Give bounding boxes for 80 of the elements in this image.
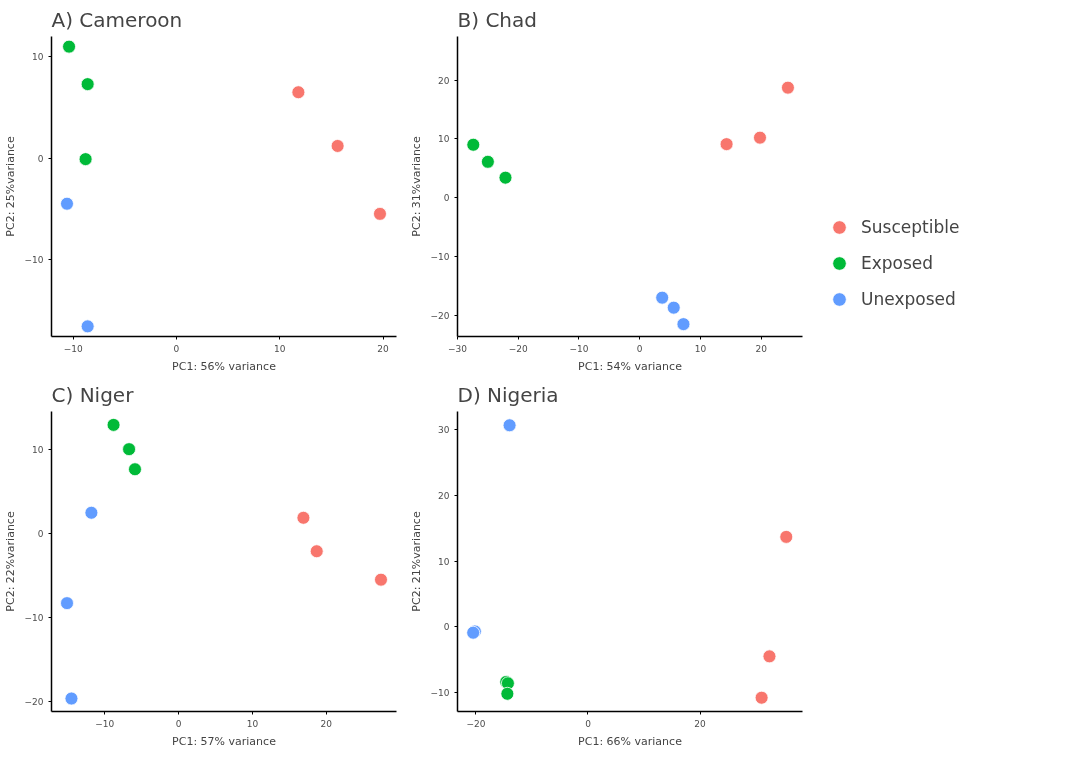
y-axis-title: PC2: 21%variance [409, 511, 423, 612]
x-tick-label: 20 [755, 343, 768, 354]
point [502, 418, 517, 433]
x-tick-label: 20 [694, 718, 707, 729]
x-axis-title: PC1: 57% variance [172, 734, 277, 748]
point [60, 196, 74, 211]
point [128, 462, 142, 477]
point [781, 80, 795, 95]
y-tick-label: −10 [430, 252, 450, 262]
y-tick-label: 0 [37, 153, 44, 164]
legend-label: Susceptible [861, 217, 960, 237]
x-tick-label: −10 [569, 343, 589, 354]
point [498, 170, 513, 185]
point [309, 544, 324, 559]
y-axis-title: PC2: 25%variance [3, 136, 17, 237]
point [480, 154, 495, 169]
point [500, 686, 515, 701]
y-tick-label: 0 [443, 622, 450, 633]
y-tick-label: 10 [32, 445, 44, 456]
x-tick-label: 0 [585, 718, 592, 729]
legend-label: Unexposed [861, 289, 956, 309]
y-tick-label: 10 [32, 52, 44, 63]
point [374, 572, 388, 587]
y-tick-label: 0 [37, 529, 44, 540]
y-tick-label: −10 [24, 254, 44, 265]
y-tick-label: −10 [24, 612, 44, 623]
y-tick-label: −20 [24, 696, 44, 707]
y-tick-label: −10 [430, 687, 450, 698]
point [754, 690, 769, 705]
point [753, 130, 767, 145]
point [291, 85, 306, 100]
x-tick-label: −20 [466, 718, 486, 729]
point [78, 152, 93, 167]
y-tick-label: 10 [438, 556, 450, 567]
y-tick-label: 30 [438, 425, 450, 436]
x-tick-label: 0 [175, 718, 182, 729]
point [719, 137, 734, 152]
point [330, 139, 345, 153]
x-tick-label: 20 [320, 718, 333, 729]
x-axis-title: PC1: 56% variance [172, 359, 277, 373]
point [84, 505, 99, 520]
x-tick-label: 10 [274, 343, 286, 354]
point [64, 691, 79, 706]
point [762, 649, 777, 664]
x-axis-title: PC1: 54% variance [578, 359, 683, 373]
x-tick-label: −30 [448, 343, 468, 354]
y-tick-label: 10 [438, 134, 450, 145]
point [373, 206, 387, 221]
chart-title: A) Cameroon [51, 7, 183, 32]
x-tick-label: 10 [246, 718, 259, 729]
x-tick-label: 20 [377, 343, 390, 354]
x-tick-label: 0 [173, 343, 180, 354]
y-axis-title: PC2: 22%variance [3, 511, 17, 612]
point [296, 510, 311, 525]
y-tick-label: 20 [438, 491, 450, 502]
chart-title: B) Chad [457, 7, 537, 32]
chart-title: D) Nigeria [457, 382, 559, 407]
x-tick-label: −20 [508, 343, 529, 354]
legend-label: Exposed [861, 253, 934, 273]
point [779, 530, 794, 544]
point [60, 596, 74, 611]
y-tick-label: −20 [430, 310, 450, 321]
y-tick-label: 0 [443, 193, 450, 204]
point [466, 137, 481, 152]
point [80, 77, 95, 92]
point [655, 290, 670, 305]
y-axis-title: PC2: 31%variance [409, 136, 423, 237]
x-tick-label: −10 [63, 343, 83, 354]
x-axis-title: PC1: 66% variance [578, 734, 683, 748]
chart-title: C) Niger [51, 382, 135, 407]
point [666, 300, 681, 315]
point [122, 442, 136, 457]
x-tick-label: 0 [636, 343, 643, 354]
point [80, 319, 95, 334]
x-tick-label: −10 [95, 718, 115, 729]
point [676, 317, 691, 332]
point [62, 39, 76, 54]
point [106, 418, 121, 432]
y-tick-label: 20 [438, 75, 450, 86]
x-tick-label: 10 [694, 343, 707, 354]
